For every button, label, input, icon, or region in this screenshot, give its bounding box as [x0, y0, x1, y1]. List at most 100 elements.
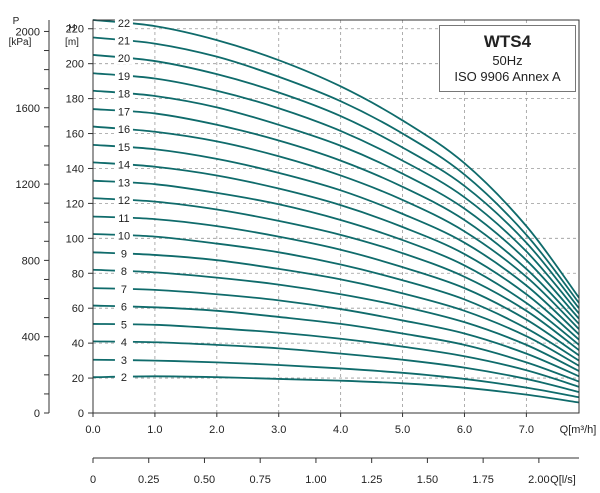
stage-label-16: 16	[118, 124, 130, 136]
stage-label-bg	[114, 157, 133, 171]
stage-label-5: 5	[121, 319, 127, 331]
head-tick-label: 80	[72, 268, 84, 280]
flow-ls-tick-label: 1.00	[305, 474, 326, 486]
curve-stage-22	[92, 19, 580, 299]
stage-label-bg	[114, 299, 133, 313]
stage-label-8: 8	[121, 266, 127, 278]
flow-ls-tick-label: 2.00	[528, 474, 549, 486]
head-axis: 0 20 40 60 80 100 120 140 160 180 200 220	[66, 24, 93, 420]
head-tick-label: 40	[72, 338, 84, 350]
curve-stage-11	[92, 215, 580, 357]
stage-label-bg	[114, 68, 133, 82]
pressure-axis-unit: [kPa]	[9, 37, 32, 48]
flow-ls-tick-label: 1.50	[417, 474, 438, 486]
head-tick-label: 220	[66, 24, 84, 36]
stage-label-15: 15	[118, 142, 130, 154]
flow-m3h-tick-label: 2.0	[209, 424, 224, 436]
curve-stage-3	[92, 358, 580, 399]
curve-stage-9	[92, 251, 580, 367]
flow-ls-tick-label: 0.25	[138, 474, 159, 486]
stage-label-12: 12	[118, 195, 130, 207]
pressure-axis-title: P	[13, 16, 20, 27]
curve-stage-8	[92, 268, 580, 372]
flow-m3h-axis: 0.0 1.0 2.0 3.0 4.0 5.0 6.0 7.0	[85, 413, 534, 436]
curve-stage-19	[92, 72, 580, 315]
curve-stage-14	[92, 161, 580, 341]
curve-stage-17	[92, 108, 580, 325]
curve-stage-4	[92, 340, 580, 393]
pump-curves	[92, 19, 580, 404]
stage-label-22: 22	[118, 18, 130, 30]
model-title: WTS4	[483, 32, 532, 51]
curve-stage-21	[92, 36, 580, 304]
head-tick-label: 160	[66, 129, 84, 141]
pressure-tick-label: 2000	[16, 26, 40, 38]
stage-label-bg	[114, 16, 133, 30]
stage-label-11: 11	[118, 213, 129, 225]
head-tick-label: 20	[72, 373, 84, 385]
flow-ls-axis-label: Q[l/s]	[550, 474, 576, 486]
stage-label-20: 20	[118, 53, 130, 65]
stage-label-19: 19	[118, 71, 130, 83]
curve-stage-16	[92, 125, 580, 330]
flow-ls-tick-label: 0	[90, 474, 96, 486]
curve-stage-10	[92, 233, 580, 362]
head-axis-title: H	[68, 23, 75, 34]
flow-ls-tick-label: 1.25	[361, 474, 382, 486]
stage-label-bg	[114, 210, 133, 224]
stage-label-2: 2	[121, 372, 127, 384]
stage-label-17: 17	[118, 106, 130, 118]
flow-m3h-tick-label: 6.0	[457, 424, 472, 436]
stage-label-bg	[114, 175, 133, 189]
flow-m3h-tick-label: 4.0	[333, 424, 348, 436]
head-tick-label: 100	[66, 233, 84, 245]
curve-stage-18	[92, 89, 580, 320]
head-tick-label: 60	[72, 303, 84, 315]
stage-label-bg	[114, 140, 133, 154]
stage-label-18: 18	[118, 88, 130, 100]
stage-label-bg	[114, 33, 133, 47]
pressure-tick-label: 1200	[16, 179, 40, 191]
stage-label-10: 10	[118, 230, 130, 242]
head-tick-label: 180	[66, 94, 84, 106]
stage-label-bg	[114, 281, 133, 295]
stage-label-21: 21	[118, 36, 130, 48]
head-tick-label: 0	[78, 408, 84, 420]
flow-ls-axis: 0 0.25 0.50 0.75 1.00 1.25 1.50 1.75 2.00	[90, 458, 550, 486]
stage-label-bg	[114, 317, 133, 331]
curve-stage-15	[92, 143, 580, 336]
model-info-box: WTS4 50Hz ISO 9906 Annex A	[439, 25, 576, 92]
frequency-text: 50Hz	[492, 53, 523, 68]
curve-stage-5	[92, 323, 580, 388]
head-tick-label: 120	[66, 198, 84, 210]
stage-label-bg	[114, 50, 133, 64]
curve-stage-2	[92, 375, 580, 404]
stage-label-bg	[114, 192, 133, 206]
flow-ls-tick-label: 0.75	[249, 474, 270, 486]
flow-m3h-tick-label: 1.0	[147, 424, 162, 436]
plot-frame	[92, 19, 580, 414]
pressure-tick-label: 400	[22, 332, 40, 344]
head-tick-label: 140	[66, 163, 84, 175]
stage-label-bg	[114, 264, 133, 278]
stage-label-14: 14	[118, 160, 130, 172]
curve-stage-6	[92, 304, 580, 383]
pressure-tick-label: 0	[34, 408, 40, 420]
flow-m3h-tick-label: 7.0	[519, 424, 534, 436]
stage-label-bg	[114, 334, 133, 348]
stage-label-7: 7	[121, 284, 127, 296]
stage-label-bg	[114, 104, 133, 118]
flow-m3h-tick-label: 0.0	[85, 424, 100, 436]
flow-m3h-axis-label: Q[m³/h]	[560, 424, 597, 436]
flow-m3h-tick-label: 3.0	[271, 424, 286, 436]
flow-ls-tick-label: 1.75	[472, 474, 493, 486]
flow-ls-tick-label: 0.50	[194, 474, 215, 486]
curve-stage-12	[92, 197, 580, 351]
stage-label-9: 9	[121, 249, 127, 261]
head-tick-label: 200	[66, 59, 84, 71]
stage-label-bg	[114, 228, 133, 242]
pressure-tick-label: 1600	[16, 103, 40, 115]
standard-text: ISO 9906 Annex A	[454, 69, 561, 84]
stage-label-bg	[114, 86, 133, 100]
stage-labels: 2 3 4 5 6 7 8 9 10 11 12 13 14 15 16 17 18 19 20 21 22	[114, 16, 133, 384]
